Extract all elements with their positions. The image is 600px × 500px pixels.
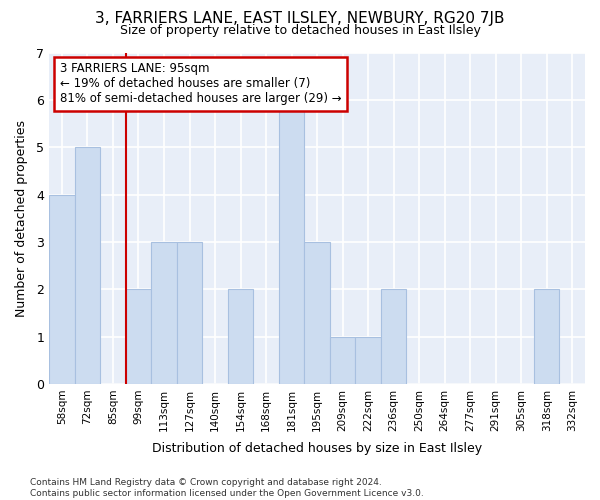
Y-axis label: Number of detached properties: Number of detached properties	[15, 120, 28, 316]
Bar	[534, 289, 559, 384]
Bar	[75, 147, 100, 384]
Bar	[228, 289, 253, 384]
Bar	[355, 336, 381, 384]
Text: 3, FARRIERS LANE, EAST ILSLEY, NEWBURY, RG20 7JB: 3, FARRIERS LANE, EAST ILSLEY, NEWBURY, …	[95, 11, 505, 26]
Bar	[330, 336, 355, 384]
Text: Size of property relative to detached houses in East Ilsley: Size of property relative to detached ho…	[119, 24, 481, 37]
X-axis label: Distribution of detached houses by size in East Ilsley: Distribution of detached houses by size …	[152, 442, 482, 455]
Text: 3 FARRIERS LANE: 95sqm
← 19% of detached houses are smaller (7)
81% of semi-deta: 3 FARRIERS LANE: 95sqm ← 19% of detached…	[60, 62, 341, 106]
Bar	[304, 242, 330, 384]
Bar	[151, 242, 177, 384]
Bar	[381, 289, 406, 384]
Bar	[279, 100, 304, 384]
Bar	[126, 289, 151, 384]
Bar	[49, 194, 75, 384]
Bar	[177, 242, 202, 384]
Text: Contains HM Land Registry data © Crown copyright and database right 2024.
Contai: Contains HM Land Registry data © Crown c…	[30, 478, 424, 498]
